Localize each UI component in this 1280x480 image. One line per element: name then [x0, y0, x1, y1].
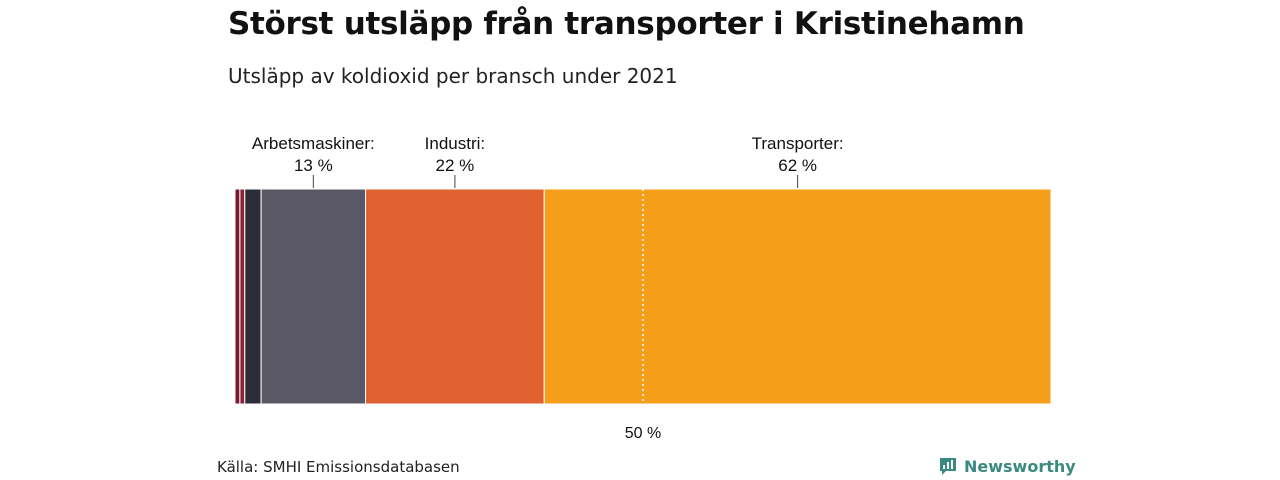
bar-segment-0 [234, 188, 241, 405]
segment-name-label-4: Industri: [425, 134, 485, 153]
bar-segment-3 [260, 188, 367, 405]
bar-segment-1 [239, 188, 246, 405]
brand-logo: Newsworthy [938, 456, 1076, 476]
brand-name: Newsworthy [964, 456, 1076, 476]
segment-value-label-3: 13 % [294, 156, 333, 175]
segment-name-label-3: Arbetsmaskiner: [252, 134, 375, 153]
newsworthy-logo-icon [940, 458, 956, 475]
bar-segment-2 [244, 188, 262, 405]
bar-segment-5 [543, 188, 1052, 405]
segment-name-label-5: Transporter: [752, 134, 844, 153]
chart-title: Störst utsläpp från transporter i Kristi… [228, 6, 1025, 42]
segment-value-label-5: 62 % [778, 156, 817, 175]
chart-subtitle: Utsläpp av koldioxid per bransch under 2… [228, 64, 678, 88]
segment-value-label-4: 22 % [436, 156, 475, 175]
source-note: Källa: SMHI Emissionsdatabasen [217, 458, 460, 476]
bar-segment-4 [365, 188, 545, 405]
reference-line-label: 50 % [625, 425, 661, 442]
